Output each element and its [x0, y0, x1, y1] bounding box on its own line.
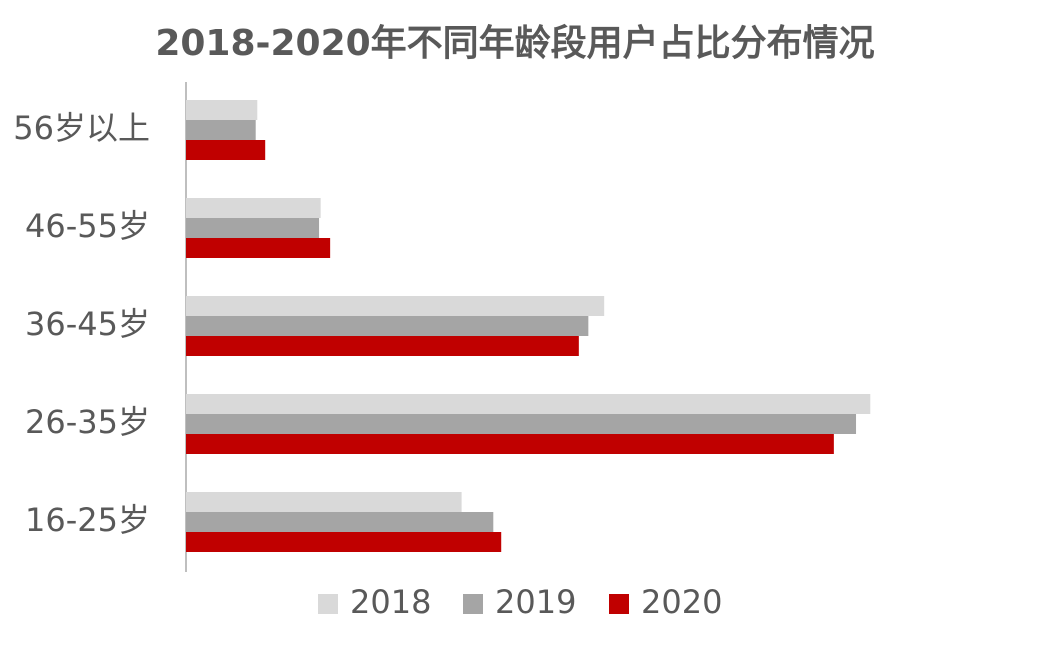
legend-label: 2020 [641, 583, 722, 621]
legend-swatch [463, 594, 483, 614]
legend-swatch [609, 594, 629, 614]
chart-title: 2018-2020年不同年龄段用户占比分布情况 [155, 23, 874, 64]
bar [186, 100, 258, 120]
bar [186, 140, 266, 160]
legend-label: 2018 [350, 583, 431, 621]
bar [186, 238, 331, 258]
bar [186, 532, 502, 552]
bar [186, 492, 462, 512]
bar [186, 120, 256, 140]
bar [186, 296, 605, 316]
y-tick-label: 26-35岁 [25, 403, 150, 441]
bar [186, 198, 321, 218]
bar [186, 512, 494, 532]
bar [186, 394, 871, 414]
y-tick-label: 56岁以上 [13, 109, 150, 147]
bar [186, 218, 320, 238]
legend-label: 2019 [495, 583, 576, 621]
legend-swatch [318, 594, 338, 614]
bar [186, 434, 834, 454]
bar [186, 414, 857, 434]
y-tick-label: 46-55岁 [25, 207, 150, 245]
bar [186, 316, 589, 336]
y-tick-label: 16-25岁 [25, 501, 150, 539]
bar [186, 336, 579, 356]
y-tick-label: 36-45岁 [25, 305, 150, 343]
